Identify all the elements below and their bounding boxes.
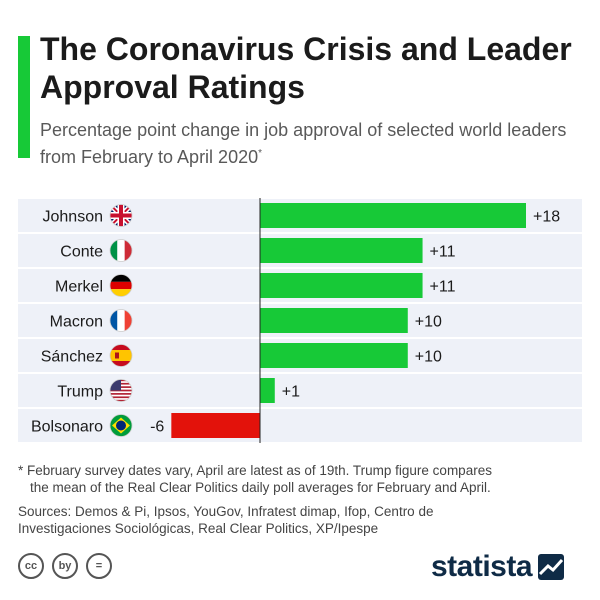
usa-flag-icon	[109, 379, 133, 402]
sources: Sources: Demos & Pi, Ipsos, YouGov, Infr…	[18, 503, 588, 537]
sources-line-2: Investigaciones Sociológicas, Real Clear…	[18, 521, 379, 536]
value-label-macron: +10	[415, 314, 442, 331]
france-flag-icon	[109, 309, 133, 332]
statista-logo[interactable]: statista	[431, 550, 565, 584]
bar-macron	[260, 308, 408, 333]
chart-subtitle: Percentage point change in job approval …	[40, 118, 585, 169]
spain-flag-icon	[109, 344, 133, 367]
chart-title: The Coronavirus Crisis and Leader Approv…	[40, 31, 572, 105]
footnote: * February survey dates vary, April are …	[18, 462, 588, 496]
value-label-merkel: +11	[430, 279, 456, 296]
category-label-bolsonaro: Bolsonaro	[31, 419, 103, 436]
license-icons: cc by =	[18, 553, 112, 579]
category-label-conte: Conte	[60, 244, 103, 261]
italy-flag-icon	[109, 239, 133, 262]
subtitle-text: Percentage point change in job approval …	[40, 120, 567, 167]
bar-conte	[260, 238, 423, 263]
uk-flag-icon	[109, 204, 133, 227]
sources-line-1: Sources: Demos & Pi, Ipsos, YouGov, Infr…	[18, 504, 434, 519]
no-derivatives-icon[interactable]: =	[86, 553, 112, 579]
footnote-line-2: the mean of the Real Clear Politics dail…	[30, 480, 491, 495]
footnote-line-1: * February survey dates vary, April are …	[18, 463, 492, 478]
bar-trump	[260, 378, 275, 403]
value-label-sanchez: +10	[415, 349, 442, 366]
category-label-trump: Trump	[57, 384, 103, 401]
category-label-merkel: Merkel	[55, 279, 103, 296]
bar-bolsonaro	[171, 413, 260, 438]
statista-mark-icon	[538, 554, 565, 580]
bar-chart: Johnson +18 Conte +11 Merkel +11 Macron +10 Sánc…	[18, 198, 582, 443]
value-label-johnson: +18	[533, 209, 560, 226]
attribution-icon[interactable]: by	[52, 553, 78, 579]
brazil-flag-icon	[109, 414, 133, 437]
bar-sanchez	[260, 343, 408, 368]
value-label-bolsonaro: -6	[150, 419, 164, 436]
category-label-johnson: Johnson	[43, 209, 104, 226]
accent-bar	[18, 36, 30, 158]
bar-johnson	[260, 203, 526, 228]
bar-merkel	[260, 273, 423, 298]
value-label-conte: +11	[430, 244, 456, 261]
subtitle-footnote-mark: *	[258, 148, 263, 159]
category-label-sanchez: Sánchez	[41, 349, 103, 366]
category-label-macron: Macron	[50, 314, 103, 331]
value-label-trump: +1	[282, 384, 300, 401]
creative-commons-icon[interactable]: cc	[18, 553, 44, 579]
statista-wordmark: statista	[431, 550, 533, 583]
germany-flag-icon	[109, 274, 133, 297]
